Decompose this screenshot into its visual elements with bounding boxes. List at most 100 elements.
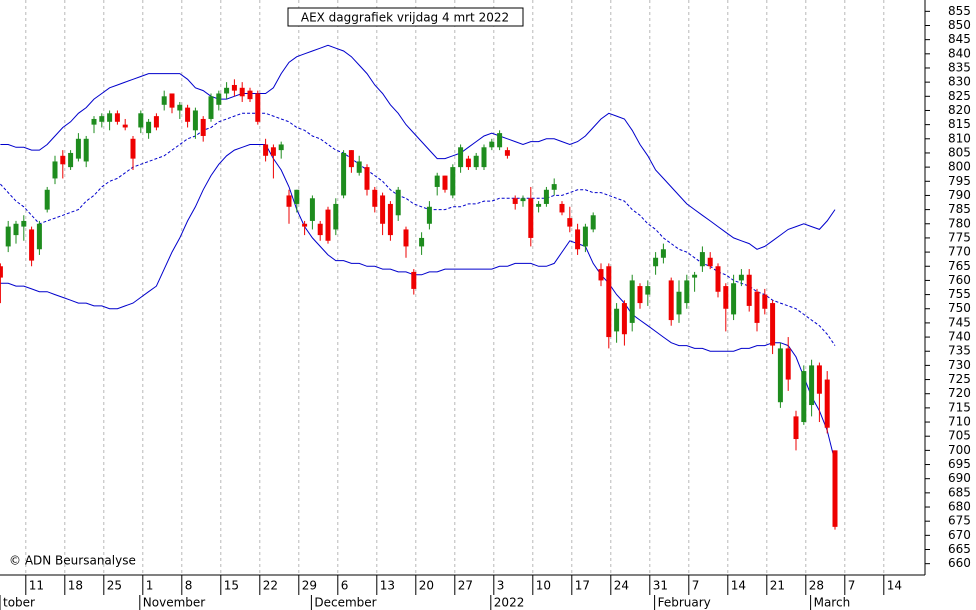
candle-body — [29, 229, 35, 261]
y-tick-label: 710 — [948, 415, 971, 429]
x-tick-label: 20 — [419, 579, 434, 593]
month-label: 2022 — [494, 596, 525, 610]
y-tick-label: 665 — [948, 542, 971, 556]
candle-body — [161, 96, 167, 105]
band-upper — [0, 44, 836, 250]
candle-body — [621, 303, 627, 335]
x-tick-label: 3 — [497, 579, 505, 593]
candle-body — [309, 198, 315, 221]
candle-body — [114, 113, 120, 122]
y-tick-label: 760 — [948, 273, 971, 287]
x-tick-label: 24 — [614, 579, 629, 593]
candle-body — [341, 152, 347, 196]
candle-body — [255, 93, 261, 122]
band-lower — [0, 144, 836, 462]
candle-body — [13, 223, 19, 236]
y-tick-label: 725 — [948, 372, 971, 386]
candle-body — [395, 189, 401, 216]
copyright: © ADN Beursanalyse — [9, 554, 136, 568]
candle-body — [465, 158, 471, 168]
x-tick-label: 28 — [809, 579, 824, 593]
y-tick-label: 660 — [948, 556, 971, 570]
candle-body — [21, 220, 27, 227]
x-tick-label: 27 — [458, 579, 473, 593]
x-tick-label: 10 — [536, 579, 551, 593]
candle-body — [489, 141, 495, 148]
y-tick-label: 750 — [948, 301, 971, 315]
candle-body — [528, 198, 534, 238]
candle-body — [590, 215, 596, 230]
candle-body — [785, 348, 791, 380]
y-tick-label: 730 — [948, 358, 971, 372]
month-label: December — [314, 596, 376, 610]
candle-body — [801, 371, 807, 423]
candle-body — [36, 223, 42, 250]
candle-body — [481, 147, 487, 168]
candle-body — [380, 195, 386, 224]
candle-body — [0, 266, 3, 278]
month-label: February — [658, 596, 711, 610]
x-tick-label: 6 — [341, 579, 349, 593]
candle-body — [317, 223, 323, 236]
candle-body — [699, 252, 705, 267]
y-tick-label: 820 — [948, 103, 971, 117]
y-tick-label: 805 — [948, 145, 971, 159]
candle-body — [551, 184, 557, 190]
y-tick-label: 745 — [948, 315, 971, 329]
candle-body — [302, 223, 308, 227]
x-tick-label: 1 — [146, 579, 154, 593]
y-tick-label: 670 — [948, 528, 971, 542]
axis-layer: 6606656706756806856906957007057107157207… — [0, 4, 971, 610]
candle-body — [692, 274, 698, 278]
x-tick-label: 29 — [302, 579, 317, 593]
candle-body — [192, 110, 198, 131]
candle-body — [224, 87, 230, 94]
candle-body — [723, 286, 729, 309]
candle-body — [442, 175, 448, 190]
candle-body — [504, 150, 510, 156]
y-tick-label: 850 — [948, 18, 971, 32]
y-tick-label: 705 — [948, 429, 971, 443]
candle-body — [660, 249, 666, 258]
y-tick-label: 765 — [948, 259, 971, 273]
x-tick-label: 18 — [68, 579, 83, 593]
month-label: tober — [3, 596, 35, 610]
candle-body — [107, 113, 113, 122]
candle-body — [520, 198, 526, 202]
candle-body — [606, 266, 612, 338]
y-tick-label: 855 — [948, 4, 971, 18]
x-tick-label: 13 — [380, 579, 395, 593]
candle-body — [270, 147, 276, 156]
band-layer — [0, 44, 836, 462]
x-tick-label: 14 — [731, 579, 746, 593]
candle-body — [426, 206, 432, 224]
y-tick-label: 785 — [948, 202, 971, 216]
candle-body — [44, 189, 50, 210]
candle-body — [512, 198, 518, 204]
candle-body — [738, 274, 744, 281]
candle-body — [777, 348, 783, 403]
candle-body — [473, 155, 479, 168]
y-tick-label: 845 — [948, 32, 971, 46]
candle-body — [146, 121, 152, 134]
candle-body — [816, 365, 822, 394]
x-tick-label: 7 — [692, 579, 700, 593]
candle-body — [543, 189, 549, 204]
x-tick-label: 31 — [653, 579, 668, 593]
y-tick-label: 780 — [948, 216, 971, 230]
candle-body — [247, 90, 253, 100]
x-tick-label: 7 — [848, 579, 856, 593]
candle-body — [138, 113, 144, 128]
y-tick-label: 815 — [948, 117, 971, 131]
candle-body — [715, 266, 721, 292]
candle-body — [333, 203, 339, 230]
candle-body — [364, 167, 370, 190]
y-tick-label: 740 — [948, 330, 971, 344]
y-tick-label: 790 — [948, 188, 971, 202]
y-tick-label: 700 — [948, 443, 971, 457]
y-tick-label: 675 — [948, 514, 971, 528]
month-label: November — [143, 596, 205, 610]
candle-body — [216, 93, 222, 105]
